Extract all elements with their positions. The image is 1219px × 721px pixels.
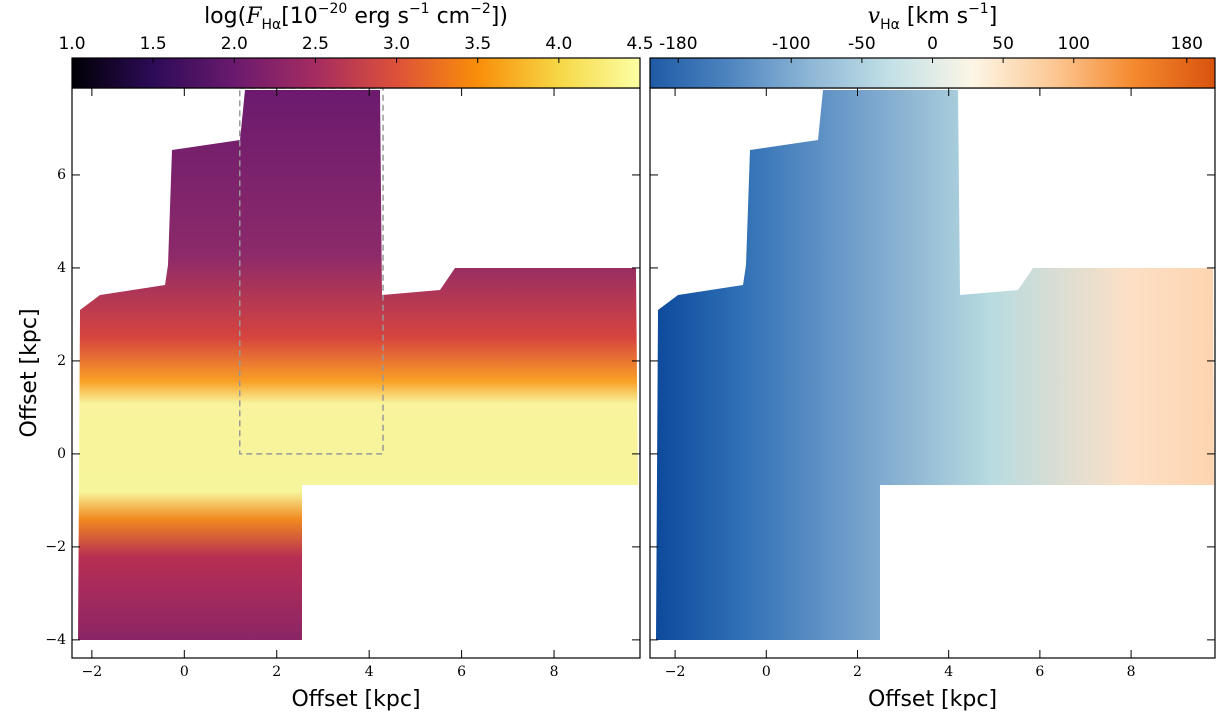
y-tick-label: −4: [45, 632, 66, 648]
colorbar-label-part: ]): [491, 4, 508, 29]
x-axis-label: Offset [kpc]: [868, 687, 997, 712]
colorbar-tick-label: 1.0: [58, 34, 85, 54]
colorbar-tick-label: 3.5: [464, 34, 491, 54]
x-tick-label: 0: [180, 664, 189, 680]
flux-map: [78, 90, 638, 640]
y-tick-label: −2: [45, 539, 66, 555]
colorbar-label: vHα [km s−1]: [868, 1, 998, 33]
x-tick-label: 4: [365, 664, 374, 680]
colorbar-tick-label: -180: [659, 34, 698, 54]
y-tick-label: 4: [57, 260, 66, 276]
colorbar-label-part: erg s: [347, 4, 409, 29]
x-tick-label: 2: [853, 664, 862, 680]
y-tick-label: 2: [57, 353, 66, 369]
colorbar-tick-label: 100: [1058, 34, 1090, 54]
colorbar-tick-label: 3.0: [383, 34, 410, 54]
colorbar-label-part: cm: [430, 4, 471, 29]
x-tick-label: 6: [1035, 664, 1044, 680]
colorbar-label-part: log(: [204, 4, 246, 29]
x-tick-label: 0: [762, 664, 771, 680]
velocity-map: [656, 90, 1214, 640]
colorbar-label-part: [10: [281, 4, 318, 29]
x-tick-label: 6: [457, 664, 466, 680]
colorbar-label-part: −1: [968, 1, 989, 17]
colorbar-tick-label: 2.5: [302, 34, 329, 54]
x-tick-label: 8: [550, 664, 559, 680]
x-tick-label: 4: [944, 664, 953, 680]
x-tick-label: 8: [1127, 664, 1136, 680]
colorbar-label-part: F: [245, 4, 262, 29]
colorbar-label-part: −20: [318, 1, 348, 17]
colorbar-tick-label: 50: [992, 34, 1014, 54]
colorbar-tick-label: 180: [1171, 34, 1203, 54]
colorbar-tick-label: 2.0: [221, 34, 248, 54]
colorbar-tick-label: -50: [848, 34, 876, 54]
x-tick-label: −2: [665, 664, 686, 680]
x-axis-label: Offset [kpc]: [291, 687, 420, 712]
colorbar-tick-label: 1.5: [140, 34, 167, 54]
y-axis-label: Offset [kpc]: [17, 308, 42, 437]
colorbar: [71, 57, 641, 89]
colorbar-label-part: v: [868, 4, 881, 29]
colorbar-tick-label: 4.5: [626, 34, 653, 54]
y-tick-label: 6: [57, 167, 66, 183]
colorbar-label-part: Hα: [880, 17, 900, 33]
colorbar-label-part: −1: [409, 1, 430, 17]
colorbar-label: log(FHα[10−20 erg s−1 cm−2]): [204, 1, 508, 33]
colorbar-tick-label: 4.0: [545, 34, 572, 54]
colorbar-tick-label: -100: [772, 34, 811, 54]
colorbar-tick-label: 0: [927, 34, 938, 54]
colorbar-label-part: Hα: [261, 17, 281, 33]
x-tick-label: 2: [272, 664, 281, 680]
colorbar-label-part: ]: [989, 4, 998, 29]
y-tick-label: 0: [57, 446, 66, 462]
colorbar-label-part: −2: [470, 1, 491, 17]
colorbar-label-part: [km s: [900, 4, 968, 29]
x-tick-label: −2: [82, 664, 103, 680]
